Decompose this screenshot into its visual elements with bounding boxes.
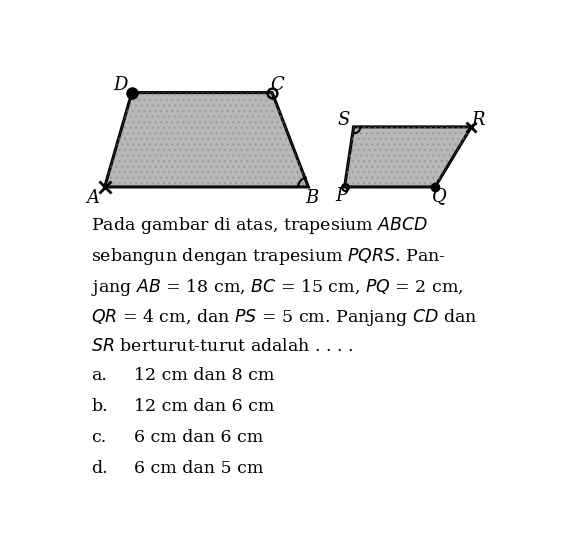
Text: $QR$ = 4 cm, dan $PS$ = 5 cm. Panjang $CD$ dan: $QR$ = 4 cm, dan $PS$ = 5 cm. Panjang $C… — [91, 307, 478, 329]
Text: c.: c. — [91, 429, 106, 446]
Text: b.: b. — [91, 398, 107, 415]
Text: P: P — [335, 187, 347, 206]
Text: 6 cm dan 6 cm: 6 cm dan 6 cm — [134, 429, 263, 446]
Polygon shape — [105, 92, 308, 187]
Text: A: A — [87, 189, 100, 207]
Text: jang $AB$ = 18 cm, $BC$ = 15 cm, $PQ$ = 2 cm,: jang $AB$ = 18 cm, $BC$ = 15 cm, $PQ$ = … — [91, 277, 464, 297]
Text: S: S — [338, 111, 350, 129]
Text: a.: a. — [91, 367, 107, 384]
Text: Q: Q — [432, 187, 447, 206]
Text: Pada gambar di atas, trapesium $ABCD$: Pada gambar di atas, trapesium $ABCD$ — [91, 215, 429, 236]
Text: 12 cm dan 8 cm: 12 cm dan 8 cm — [134, 367, 274, 384]
Text: B: B — [305, 189, 319, 207]
Text: C: C — [271, 76, 284, 94]
Polygon shape — [345, 127, 471, 187]
Text: $SR$ berturut-turut adalah . . . .: $SR$ berturut-turut adalah . . . . — [91, 338, 354, 355]
Text: 6 cm dan 5 cm: 6 cm dan 5 cm — [134, 460, 263, 477]
Text: 12 cm dan 6 cm: 12 cm dan 6 cm — [134, 398, 274, 415]
Text: D: D — [113, 76, 128, 94]
Text: d.: d. — [91, 460, 107, 477]
Text: sebangun dengan trapesium $PQRS$. Pan-: sebangun dengan trapesium $PQRS$. Pan- — [91, 246, 446, 267]
Text: R: R — [471, 111, 485, 129]
